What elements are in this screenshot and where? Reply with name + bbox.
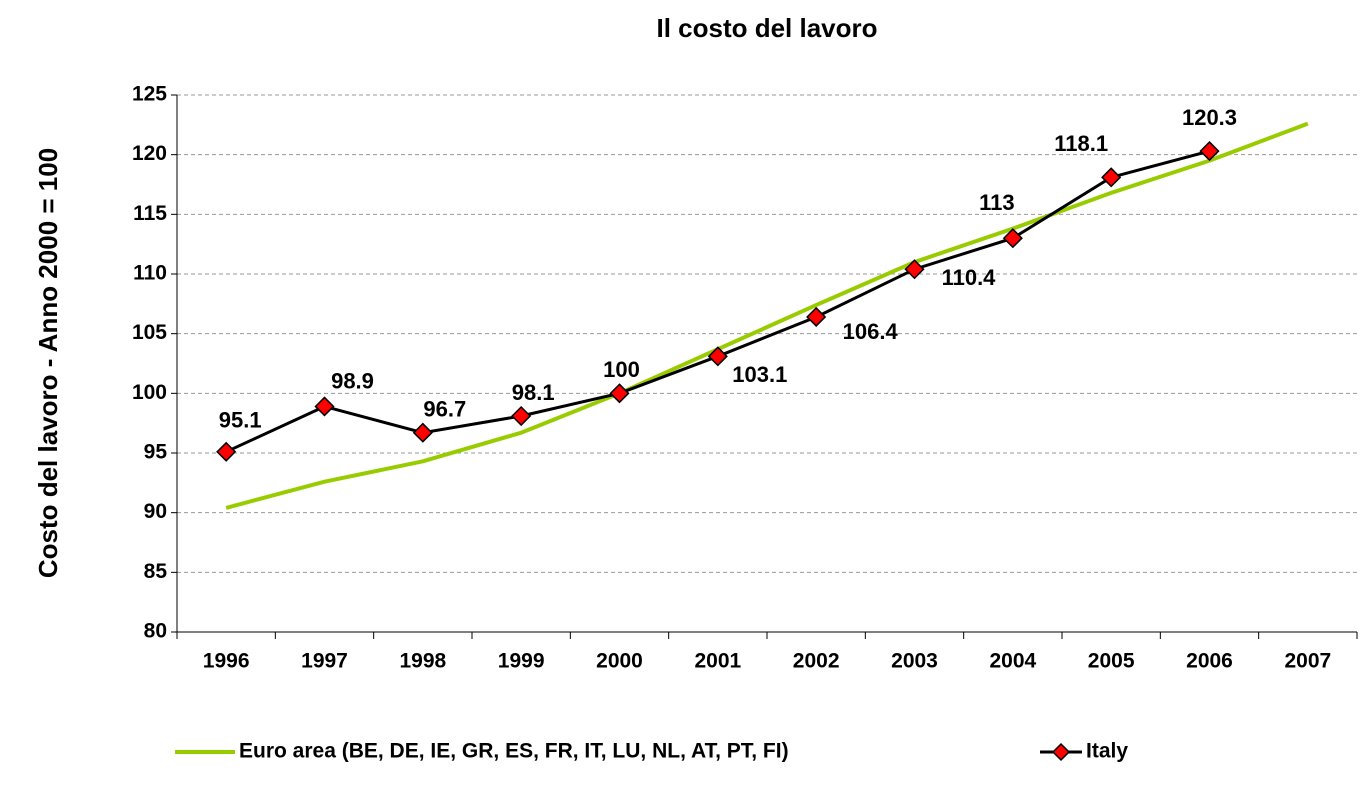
x-tick-label: 2001 <box>694 650 741 673</box>
data-label: 96.7 <box>423 397 466 422</box>
chart-title: Il costo del lavoro <box>656 13 877 43</box>
legend-marker <box>1051 742 1071 762</box>
y-tick-label: 95 <box>144 441 168 464</box>
x-tick-label: 1998 <box>399 650 446 673</box>
y-axis-title: Costo del lavoro - Anno 2000 = 100 <box>33 148 63 578</box>
legend-label: Italy <box>1086 740 1128 763</box>
data-label: 120.3 <box>1182 105 1237 130</box>
y-tick-label: 90 <box>144 500 167 523</box>
marker <box>609 383 630 404</box>
marker <box>1002 228 1023 249</box>
marker <box>707 346 728 367</box>
data-label: 98.9 <box>331 368 374 393</box>
marker <box>1101 167 1122 188</box>
marker <box>412 422 433 443</box>
data-label: 118.1 <box>1054 131 1108 156</box>
x-tick-label: 2006 <box>1186 650 1233 673</box>
y-tick-label: 110 <box>133 262 167 285</box>
data-label: 103.1 <box>732 362 787 387</box>
x-tick-label: 2007 <box>1284 650 1331 673</box>
y-tick-label: 80 <box>144 620 167 643</box>
series-line <box>225 121 1309 510</box>
series-line <box>225 149 1210 454</box>
x-tick-label: 2003 <box>891 650 938 673</box>
y-tick-label: 120 <box>132 142 167 165</box>
x-tick-label: 2004 <box>989 650 1036 673</box>
data-label: 95.1 <box>219 408 262 433</box>
data-label: 113 <box>979 190 1015 215</box>
data-label: 100 <box>603 357 640 382</box>
data-label: 98.1 <box>512 380 555 405</box>
marker <box>216 441 237 462</box>
y-tick-label: 85 <box>144 560 168 583</box>
x-tick-label: 1997 <box>301 650 348 673</box>
marker <box>904 259 925 280</box>
legend-label: Euro area (BE, DE, IE, GR, ES, FR, IT, L… <box>239 740 789 763</box>
x-tick-label: 1999 <box>498 650 545 673</box>
y-tick-label: 105 <box>132 321 167 344</box>
x-tick-label: 2000 <box>596 650 643 673</box>
marker <box>511 405 532 427</box>
x-tick-label: 2005 <box>1088 650 1135 673</box>
marker <box>806 306 827 328</box>
x-tick-label: 1996 <box>203 650 250 673</box>
y-tick-label: 125 <box>132 83 167 106</box>
data-label: 106.4 <box>843 319 899 344</box>
y-tick-label: 115 <box>133 202 167 225</box>
y-tick-label: 100 <box>132 381 167 404</box>
marker <box>1199 141 1220 162</box>
x-tick-label: 2002 <box>793 650 840 673</box>
data-label: 110.4 <box>942 265 997 290</box>
marker <box>314 396 335 417</box>
